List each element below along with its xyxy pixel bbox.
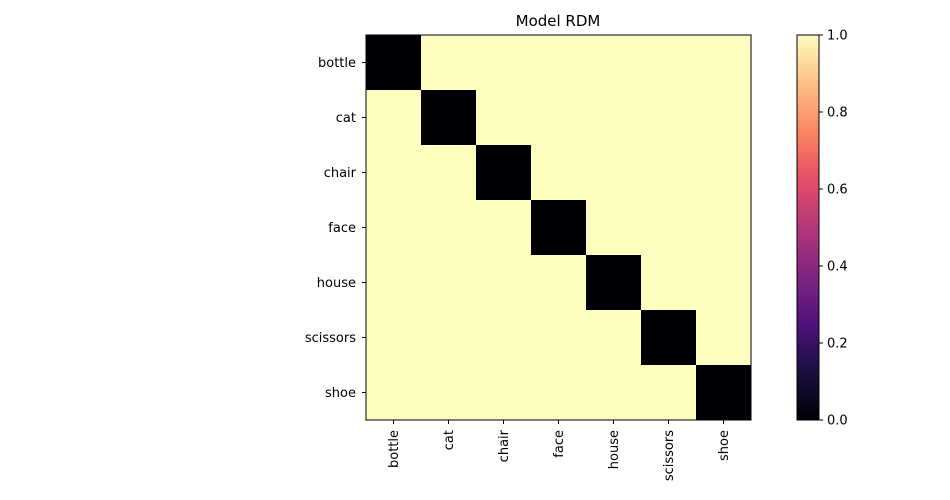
colorbar-tick-label: 1.0 xyxy=(827,29,848,44)
heatmap-cell xyxy=(696,145,752,201)
heatmap-cell xyxy=(696,90,752,146)
heatmap-cell xyxy=(696,35,752,91)
heatmap-cell xyxy=(366,35,422,91)
heatmap-cell xyxy=(696,310,752,366)
heatmap-cell xyxy=(366,200,422,256)
heatmap-cell xyxy=(421,145,477,201)
heatmap-cell xyxy=(531,90,587,146)
x-tick-label: face xyxy=(552,430,567,458)
heatmap-cell xyxy=(366,90,422,146)
heatmap-cell xyxy=(476,200,532,256)
colorbar-ticks: 0.0 0.2 0.4 0.6 0.8 1.0 xyxy=(819,29,848,429)
heatmap-cell xyxy=(586,90,642,146)
heatmap-cell xyxy=(586,200,642,256)
heatmap-cell xyxy=(641,310,697,366)
heatmap-cell xyxy=(476,365,532,421)
y-tick-label: bottle xyxy=(318,56,356,71)
y-tick-label: face xyxy=(328,221,356,236)
heatmap-cell xyxy=(531,145,587,201)
heatmap-cell xyxy=(421,365,477,421)
heatmap-cells xyxy=(366,35,752,421)
heatmap-cell xyxy=(476,310,532,366)
x-tick-label: shoe xyxy=(717,430,732,461)
heatmap-cell xyxy=(421,200,477,256)
heatmap-cell xyxy=(641,255,697,311)
colorbar-tick-label: 0.2 xyxy=(827,337,848,352)
heatmap-cell xyxy=(531,200,587,256)
heatmap-cell xyxy=(531,310,587,366)
colorbar-tick-label: 0.0 xyxy=(827,414,848,429)
heatmap-cell xyxy=(531,255,587,311)
heatmap-cell xyxy=(586,310,642,366)
y-tick-label: chair xyxy=(324,166,357,181)
heatmap-cell xyxy=(696,255,752,311)
heatmap-cell xyxy=(696,365,752,421)
x-tick-label: cat xyxy=(442,430,457,450)
heatmap-cell xyxy=(421,35,477,91)
heatmap-cell xyxy=(366,310,422,366)
colorbar-tick-label: 0.6 xyxy=(827,183,848,198)
heatmap-cell xyxy=(421,90,477,146)
y-tick-label: cat xyxy=(336,111,356,126)
x-tick-label: house xyxy=(607,430,622,469)
heatmap-cell xyxy=(476,90,532,146)
colorbar-tick-label: 0.4 xyxy=(827,260,848,275)
x-tick-label: chair xyxy=(497,429,512,462)
y-tick-label: house xyxy=(317,276,356,291)
heatmap-cell xyxy=(586,145,642,201)
x-axis-ticks: bottle cat chair face house scissors shoe xyxy=(387,420,732,481)
heatmap-cell xyxy=(586,255,642,311)
x-tick-label: scissors xyxy=(662,430,677,481)
heatmap-cell xyxy=(641,145,697,201)
heatmap-cell xyxy=(366,255,422,311)
heatmap-cell xyxy=(531,35,587,91)
heatmap-cell xyxy=(476,255,532,311)
y-tick-label: scissors xyxy=(305,331,356,346)
heatmap-cell xyxy=(586,35,642,91)
y-axis-ticks: bottle cat chair face house scissors shoe xyxy=(305,56,366,401)
colorbar xyxy=(796,34,820,421)
heatmap-cell xyxy=(641,90,697,146)
heatmap-cell xyxy=(421,255,477,311)
y-tick-label: shoe xyxy=(325,386,356,401)
heatmap-cell xyxy=(366,365,422,421)
heatmap-cell xyxy=(476,145,532,201)
heatmap-cell xyxy=(366,145,422,201)
x-tick-label: bottle xyxy=(387,430,402,468)
heatmap-cell xyxy=(641,365,697,421)
chart-title: Model RDM xyxy=(516,12,601,30)
colorbar-tick-label: 0.8 xyxy=(827,106,848,121)
heatmap-cell xyxy=(531,365,587,421)
heatmap-cell xyxy=(476,35,532,91)
heatmap-cell xyxy=(696,200,752,256)
heatmap-cell xyxy=(421,310,477,366)
heatmap-cell xyxy=(641,200,697,256)
heatmap-cell xyxy=(641,35,697,91)
heatmap-cell xyxy=(586,365,642,421)
